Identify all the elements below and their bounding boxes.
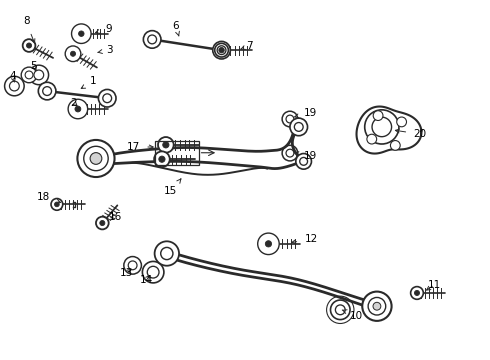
Text: 13: 13	[120, 268, 133, 278]
Ellipse shape	[98, 89, 116, 107]
Ellipse shape	[100, 220, 105, 226]
Ellipse shape	[161, 247, 173, 260]
Ellipse shape	[96, 217, 109, 229]
Text: 15: 15	[164, 179, 181, 197]
Ellipse shape	[213, 41, 230, 59]
Ellipse shape	[9, 81, 19, 91]
Ellipse shape	[21, 67, 37, 83]
Polygon shape	[357, 107, 421, 154]
Ellipse shape	[155, 241, 179, 266]
Ellipse shape	[296, 154, 312, 169]
Ellipse shape	[68, 99, 88, 119]
Ellipse shape	[51, 198, 63, 210]
Text: 20: 20	[395, 129, 427, 139]
Ellipse shape	[365, 110, 399, 144]
Ellipse shape	[397, 117, 407, 127]
Ellipse shape	[215, 43, 228, 57]
Ellipse shape	[331, 300, 350, 320]
Ellipse shape	[128, 261, 137, 270]
Ellipse shape	[373, 302, 381, 310]
Ellipse shape	[34, 70, 44, 80]
Ellipse shape	[72, 24, 91, 44]
Ellipse shape	[75, 106, 81, 112]
Text: 9: 9	[96, 24, 112, 34]
Ellipse shape	[286, 115, 294, 123]
Ellipse shape	[290, 118, 308, 136]
Ellipse shape	[84, 146, 108, 171]
Ellipse shape	[219, 48, 224, 53]
Ellipse shape	[23, 39, 35, 52]
Ellipse shape	[90, 153, 102, 165]
Text: 2: 2	[71, 98, 77, 108]
Ellipse shape	[411, 287, 423, 299]
Ellipse shape	[74, 27, 88, 41]
Text: 5: 5	[30, 61, 37, 71]
Ellipse shape	[54, 202, 59, 207]
Text: 17: 17	[127, 142, 153, 152]
Text: 18: 18	[37, 192, 61, 203]
Ellipse shape	[78, 31, 84, 36]
Ellipse shape	[67, 48, 79, 60]
Text: 4: 4	[10, 71, 16, 82]
Text: 3: 3	[98, 45, 113, 55]
Text: 12: 12	[292, 234, 318, 244]
Ellipse shape	[154, 152, 170, 167]
Ellipse shape	[148, 35, 157, 44]
Ellipse shape	[144, 31, 161, 48]
Ellipse shape	[300, 157, 308, 165]
Text: 6: 6	[172, 21, 179, 36]
Text: 19: 19	[294, 150, 317, 161]
Ellipse shape	[282, 145, 298, 161]
Ellipse shape	[335, 305, 345, 315]
Ellipse shape	[373, 111, 383, 121]
Ellipse shape	[124, 257, 142, 274]
Ellipse shape	[258, 233, 279, 255]
Ellipse shape	[43, 87, 51, 95]
Ellipse shape	[415, 291, 419, 296]
Text: 11: 11	[427, 280, 441, 290]
Ellipse shape	[77, 140, 115, 177]
Ellipse shape	[391, 140, 400, 150]
Ellipse shape	[261, 236, 276, 252]
Ellipse shape	[158, 137, 173, 153]
Ellipse shape	[143, 261, 164, 283]
Ellipse shape	[38, 82, 56, 100]
Ellipse shape	[71, 51, 75, 56]
Ellipse shape	[294, 122, 303, 131]
Text: 10: 10	[342, 310, 363, 320]
Ellipse shape	[362, 292, 392, 321]
Ellipse shape	[367, 134, 377, 144]
Ellipse shape	[4, 76, 24, 96]
Ellipse shape	[282, 111, 298, 127]
Text: 8: 8	[23, 17, 35, 43]
Ellipse shape	[159, 156, 165, 162]
Ellipse shape	[265, 241, 271, 247]
Ellipse shape	[368, 297, 386, 315]
Ellipse shape	[26, 43, 31, 48]
Ellipse shape	[71, 102, 85, 116]
Ellipse shape	[65, 46, 81, 62]
Ellipse shape	[25, 71, 33, 79]
Text: 16: 16	[109, 212, 122, 221]
Ellipse shape	[163, 142, 169, 148]
Text: 7: 7	[241, 41, 253, 50]
Ellipse shape	[217, 46, 226, 55]
Text: 14: 14	[140, 275, 153, 285]
Ellipse shape	[103, 94, 112, 103]
Ellipse shape	[372, 117, 392, 137]
Ellipse shape	[286, 149, 294, 157]
Ellipse shape	[29, 65, 49, 85]
Ellipse shape	[147, 266, 159, 278]
Text: 19: 19	[294, 108, 317, 118]
Text: 1: 1	[81, 76, 97, 89]
